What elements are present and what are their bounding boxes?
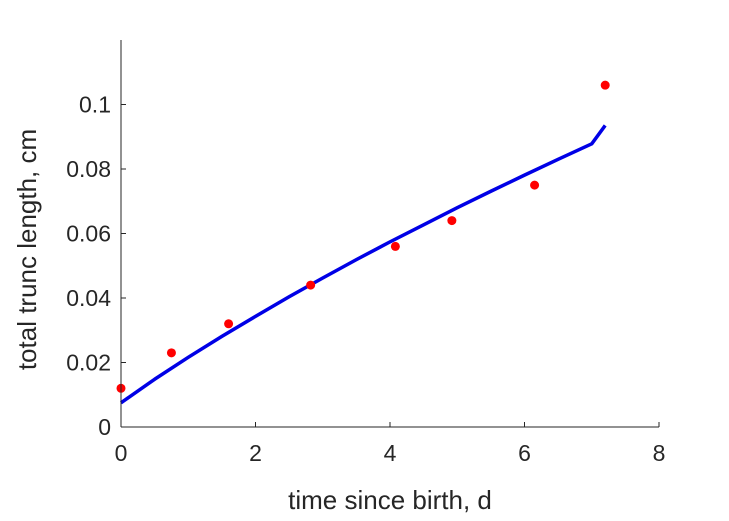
x-tick-label: 8	[653, 440, 666, 466]
y-tick-label: 0.02	[66, 350, 111, 376]
y-axis-label: total trunc length, cm	[12, 129, 42, 370]
data-point	[224, 319, 234, 329]
y-tick-label: 0.06	[66, 221, 111, 247]
y-tick-label: 0.04	[66, 285, 111, 311]
y-tick-label: 0	[98, 414, 111, 440]
data-point	[390, 241, 400, 251]
y-tick-label: 0.08	[66, 156, 111, 182]
fit-line	[119, 124, 607, 405]
data-point	[600, 80, 610, 90]
x-tick-label: 4	[384, 440, 397, 466]
x-tick-label: 6	[518, 440, 531, 466]
series-layer	[116, 80, 610, 405]
data-point	[447, 216, 457, 226]
y-tick-label: 0.1	[79, 92, 111, 118]
x-axis-label: time since birth, d	[288, 485, 492, 515]
data-point	[166, 348, 176, 358]
data-point	[530, 180, 540, 190]
y-axis: 0 0.02 0.04 0.06 0.08 0.1	[66, 40, 126, 440]
x-tick-label: 2	[249, 440, 262, 466]
x-tick-label: 0	[115, 440, 128, 466]
data-point	[306, 280, 316, 290]
x-axis: 0 2 4 6 8	[115, 422, 666, 466]
